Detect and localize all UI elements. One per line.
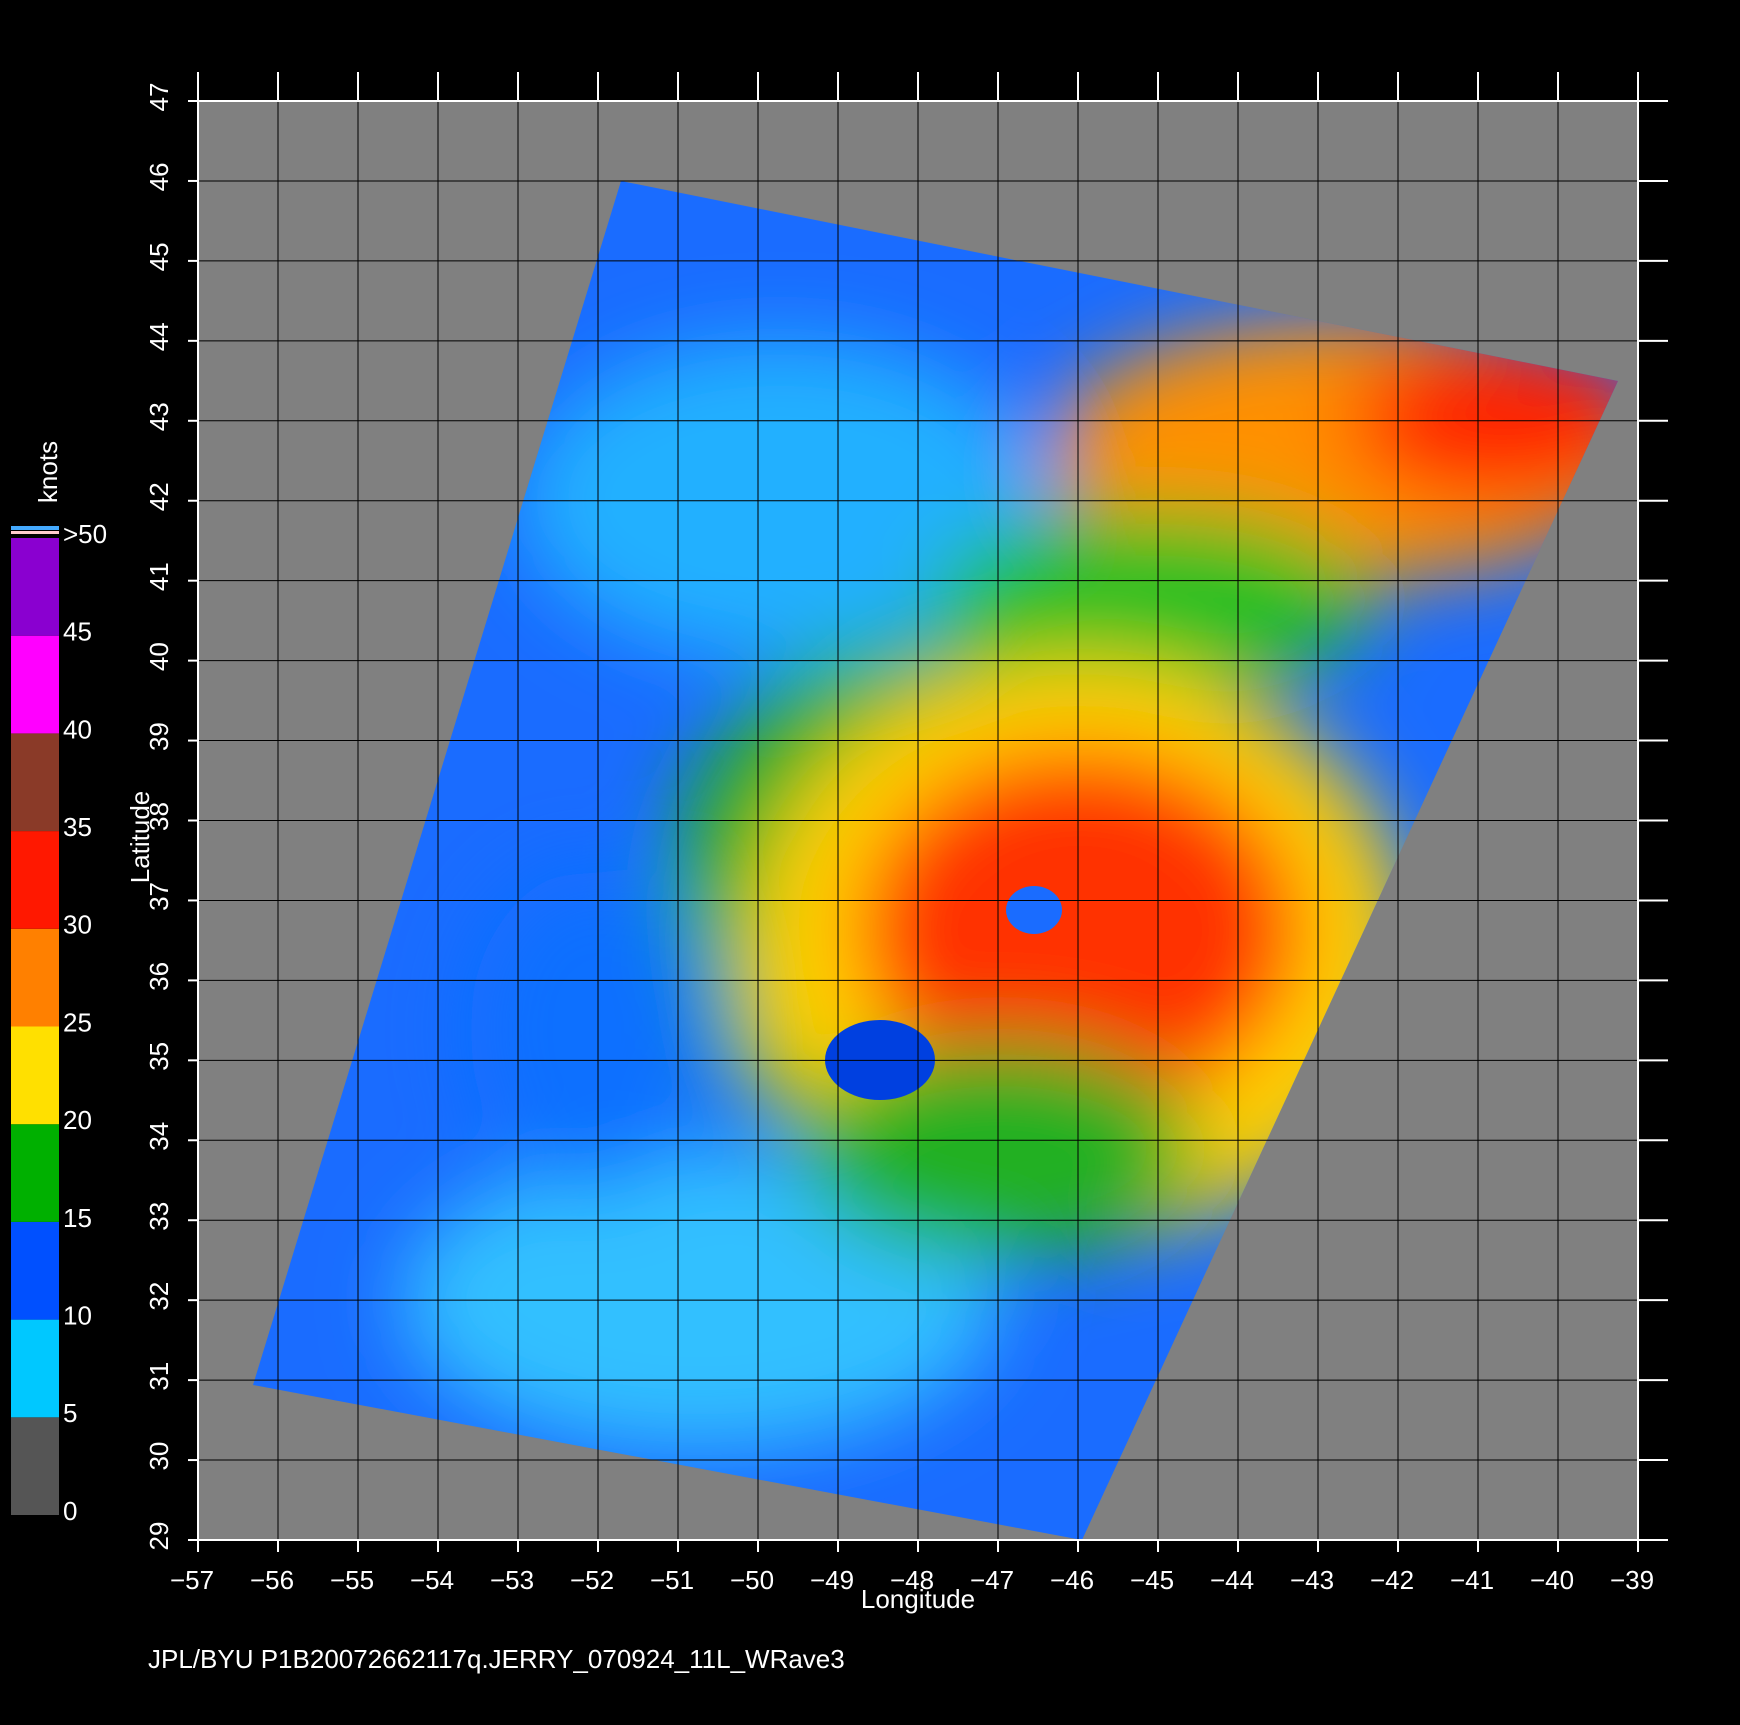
x-tick-label: −56 (250, 1565, 294, 1595)
y-tick-label: 37 (144, 882, 174, 911)
x-tick-label: −42 (1370, 1565, 1414, 1595)
x-tick-label: −40 (1530, 1565, 1574, 1595)
plot-frame (197, 100, 1639, 1541)
colorbar-tick-label: 30 (63, 910, 92, 940)
colorbar-label: knots (33, 441, 63, 503)
y-tick-label: 33 (144, 1202, 174, 1231)
colorbar-band (11, 831, 59, 929)
y-tick-label: 38 (144, 802, 174, 831)
x-tick-label: −47 (970, 1565, 1014, 1595)
x-tick-label: −44 (1210, 1565, 1254, 1595)
y-axis-label: Latitude (125, 791, 155, 884)
x-tick-label: −50 (730, 1565, 774, 1595)
y-tick-label: 29 (144, 1522, 174, 1551)
x-tick-label: −39 (1610, 1565, 1654, 1595)
colorbar-cap (11, 531, 59, 534)
y-tick-label: 42 (144, 482, 174, 511)
y-tick-label: 34 (144, 1122, 174, 1151)
colorbar-band (11, 1124, 59, 1222)
x-axis-label: Longitude (861, 1584, 975, 1614)
colorbar-tick-label: 35 (63, 812, 92, 842)
y-tick-label: 31 (144, 1362, 174, 1391)
colorbar-band (11, 538, 59, 636)
x-tick-label: −53 (490, 1565, 534, 1595)
x-tick-label: −55 (330, 1565, 374, 1595)
colorbar-tick-label: 5 (63, 1398, 77, 1428)
y-tick-label: 41 (144, 562, 174, 591)
colorbar-band (11, 1026, 59, 1125)
y-tick-label: 36 (144, 962, 174, 991)
y-tick-label: 46 (144, 162, 174, 191)
x-tick-label: −41 (1450, 1565, 1494, 1595)
x-tick-label: −54 (410, 1565, 454, 1595)
colorbar-tick-label: 45 (63, 617, 92, 647)
colorbar-tick-label: 0 (63, 1496, 77, 1526)
x-tick-label: −52 (570, 1565, 614, 1595)
colorbar-tick-label: 25 (63, 1007, 92, 1037)
y-tick-label: 40 (144, 642, 174, 671)
y-tick-label: 44 (144, 322, 174, 351)
y-tick-label: 45 (144, 242, 174, 271)
colorbar-band (11, 928, 59, 1027)
x-tick-label: −51 (650, 1565, 694, 1595)
colorbar-band (11, 1319, 59, 1418)
footer: JPL/BYU P1B20072662117q.JERRY_070924_11L… (148, 1644, 845, 1674)
y-tick-label: 39 (144, 722, 174, 751)
colorbar-tick-label: 20 (63, 1105, 92, 1135)
x-tick-label: −57 (170, 1565, 214, 1595)
y-tick-label: 47 (144, 83, 174, 112)
colorbar-tick-label: 15 (63, 1203, 92, 1233)
colorbar-band (11, 635, 59, 734)
x-tick-label: −48 (890, 1565, 934, 1595)
y-tick-label: 32 (144, 1282, 174, 1311)
y-tick-label: 35 (144, 1042, 174, 1071)
colorbar-tick-label: 10 (63, 1300, 92, 1330)
x-tick-label: −46 (1050, 1565, 1094, 1595)
colorbar-cap (11, 526, 59, 530)
colorbar-band (11, 733, 59, 832)
colorbar-band (11, 1417, 59, 1515)
y-tick-label: 43 (144, 402, 174, 431)
colorbar-tick-label: 40 (63, 714, 92, 744)
colorbar-tick-label: >50 (63, 519, 107, 549)
y-tick-label: 30 (144, 1442, 174, 1471)
x-tick-label: −43 (1290, 1565, 1334, 1595)
colorbar-band (11, 1221, 59, 1320)
x-tick-label: −49 (810, 1565, 854, 1595)
x-tick-label: −45 (1130, 1565, 1174, 1595)
